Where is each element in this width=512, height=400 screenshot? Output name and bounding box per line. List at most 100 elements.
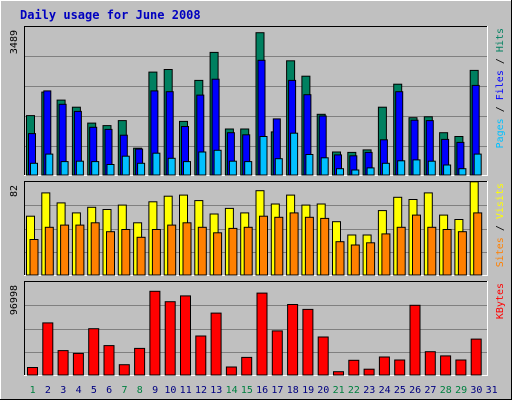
bar-kbytes-day-5: KBytes 5: 49300	[88, 328, 100, 376]
x-tick-label-28: 28	[440, 385, 452, 396]
bar-kbytes-day-8: KBytes 8: 28300	[134, 347, 146, 376]
bar-pages-day-18: Pages 18: 1000	[290, 132, 299, 176]
x-tick-label-11: 11	[180, 385, 192, 396]
bar-pages-day-7: Pages 7: 450	[121, 155, 130, 176]
bar-pages-day-19: Pages 19: 490	[305, 154, 314, 176]
bar-kbytes-day-4: KBytes 4: 23000	[72, 352, 84, 376]
bar-kbytes-day-21: KBytes 21: 3500	[333, 371, 344, 376]
bar-pages-day-29: Pages 29: 150	[458, 168, 467, 176]
chart-title: Daily usage for June 2008	[20, 8, 201, 22]
bar-pages-day-9: Pages 9: 520	[152, 152, 161, 176]
x-tick-label-9: 9	[152, 385, 158, 396]
x-tick-label-26: 26	[409, 385, 421, 396]
legend-part-0: KBytes	[495, 283, 506, 319]
bar-pages-day-22: Pages 22: 120	[351, 169, 360, 176]
panel-bottom: KBytes 1: 8000 KBytes 2: 55500KBytes 3: 2…	[9, 281, 506, 376]
bar-sites-day-5: Sites 5: 47	[90, 222, 100, 276]
bar-kbytes-day-23: KBytes 23: 6200	[363, 368, 375, 376]
bar-pages-day-11: Pages 11: 320	[183, 161, 191, 176]
bar-kbytes-day-7: KBytes 7: 11000	[118, 364, 130, 376]
bar-sites-day-20: Sites 20: 51	[320, 217, 330, 276]
bar-sites-day-11: Sites 11: 47	[182, 222, 192, 276]
x-tick-label-23: 23	[363, 385, 375, 396]
bar-pages-day-23: Pages 23: 170	[366, 167, 375, 176]
bar-kbytes-day-20: KBytes 20: 40500	[317, 336, 329, 376]
x-tick-label-4: 4	[76, 385, 82, 396]
bar-pages-day-25: Pages 25: 340	[397, 160, 406, 176]
y-max-label-bottom: 96998	[9, 285, 20, 315]
bar-sites-day-3: Sites 3: 45	[60, 224, 70, 276]
bar-kbytes-day-6: KBytes 6: 31300	[103, 345, 115, 376]
bar-pages-day-3: Pages 3: 320	[60, 161, 69, 176]
bar-pages-day-20: Pages 20: 410	[320, 157, 329, 176]
bar-kbytes-day-18: KBytes 18: 75100	[287, 304, 299, 376]
x-tick-label-20: 20	[317, 385, 329, 396]
bar-sites-day-1: Sites 1: 32	[29, 239, 39, 276]
bar-sites-day-25: Sites 25: 43	[396, 226, 406, 276]
bar-pages-day-30: Pages 30: 500	[473, 153, 482, 176]
bar-kbytes-day-14: KBytes 14: 8500	[225, 366, 237, 376]
bar-kbytes-day-11: KBytes 11: 84300	[180, 295, 191, 376]
x-tick-label-18: 18	[287, 385, 299, 396]
x-tick-label-13: 13	[210, 385, 222, 396]
bar-kbytes-day-29: KBytes 29: 16000	[455, 359, 467, 376]
bar-pages-day-26: Pages 26: 360	[412, 159, 421, 176]
x-axis-tick-labels: 1 2 3 4 5 6 7 8 9 10 11 12 13 14 15 16 17 18 19 20 21 22 23 24 2…	[30, 385, 498, 396]
bar-sites-day-18: Sites 18: 56	[289, 212, 299, 276]
legend-part-2: Visits	[495, 183, 506, 219]
bar-sites-day-12: Sites 12: 43	[197, 226, 207, 276]
x-tick-label-2: 2	[45, 385, 51, 396]
bar-pages-day-10: Pages 10: 400	[167, 157, 176, 176]
bar-kbytes-day-17: KBytes 17: 47000	[271, 330, 283, 376]
bar-sites-day-13: Sites 13: 38	[213, 232, 223, 276]
bar-sites-day-26: Sites 26: 54	[412, 214, 421, 276]
bar-kbytes-day-22: KBytes 22: 15700	[348, 359, 360, 376]
legend-part-4: Hits	[495, 28, 506, 52]
bar-kbytes-day-2: KBytes 2: 55500	[42, 322, 54, 376]
bar-pages-day-2: Pages 2: 500	[45, 153, 54, 176]
legend-part-0: Sites	[495, 237, 506, 267]
x-tick-label-31: 31	[486, 385, 498, 396]
x-tick-label-7: 7	[121, 385, 127, 396]
bar-pages-day-17: Pages 17: 390	[274, 158, 283, 176]
bar-pages-day-21: Pages 21: 150	[336, 168, 344, 176]
legend-part-1: /	[495, 100, 506, 118]
legend-part-2: Files	[495, 70, 506, 100]
bar-sites-day-8: Sites 8: 34	[136, 236, 146, 276]
x-tick-label-30: 30	[470, 385, 482, 396]
bar-sites-day-22: Sites 22: 27	[350, 244, 360, 276]
chart-panels: Hits 1: 1420Hits 2: 1980Hits 3: 1790Hits…	[9, 26, 506, 376]
x-tick-label-8: 8	[137, 385, 143, 396]
x-tick-label-10: 10	[164, 385, 176, 396]
x-tick-label-16: 16	[256, 385, 268, 396]
series-kbytes: KBytes 1: 8000 KBytes 2: 55500KBytes 3: 2…	[27, 290, 482, 376]
bar-pages-day-28: Pages 28: 240	[443, 164, 452, 176]
bar-sites-day-4: Sites 4: 45	[75, 224, 85, 276]
bar-pages-day-1: Pages 1: 280	[30, 162, 38, 176]
bar-sites-day-28: Sites 28: 41	[442, 229, 452, 276]
bar-kbytes-day-26: KBytes 26: 74300	[409, 304, 421, 376]
bar-kbytes-day-30: KBytes 30: 38300	[470, 338, 482, 376]
x-tick-label-6: 6	[106, 385, 112, 396]
bar-pages-day-6: Pages 6: 250	[106, 164, 115, 176]
bar-sites-day-27: Sites 27: 43	[427, 226, 437, 276]
bar-sites-day-23: Sites 23: 29	[366, 242, 376, 276]
bar-sites-day-15: Sites 15: 43	[243, 226, 253, 276]
bar-pages-day-12: Pages 12: 550	[198, 151, 207, 176]
bar-sites-day-2: Sites 2: 43	[44, 226, 54, 276]
legend-bottom: KBytes	[495, 283, 506, 319]
bar-sites-day-19: Sites 19: 52	[304, 216, 314, 276]
bar-kbytes-day-9: KBytes 9: 89200	[149, 290, 161, 376]
bar-kbytes-day-13: KBytes 13: 66000	[210, 312, 222, 376]
x-tick-label-14: 14	[226, 385, 238, 396]
bar-kbytes-day-28: KBytes 28: 20400	[440, 355, 452, 376]
bar-kbytes-day-16: KBytes 16: 87300	[256, 292, 268, 376]
panel-middle: Visits 1: 53Visits 2: 74Visits 3: 65Visi…	[9, 181, 506, 276]
bar-sites-day-9: Sites 9: 41	[151, 229, 161, 276]
x-tick-label-29: 29	[455, 385, 467, 396]
bar-sites-day-29: Sites 29: 39	[457, 231, 467, 276]
bar-pages-day-27: Pages 27: 330	[427, 160, 436, 176]
x-tick-label-1: 1	[30, 385, 36, 396]
legend-part-3: /	[495, 52, 506, 70]
